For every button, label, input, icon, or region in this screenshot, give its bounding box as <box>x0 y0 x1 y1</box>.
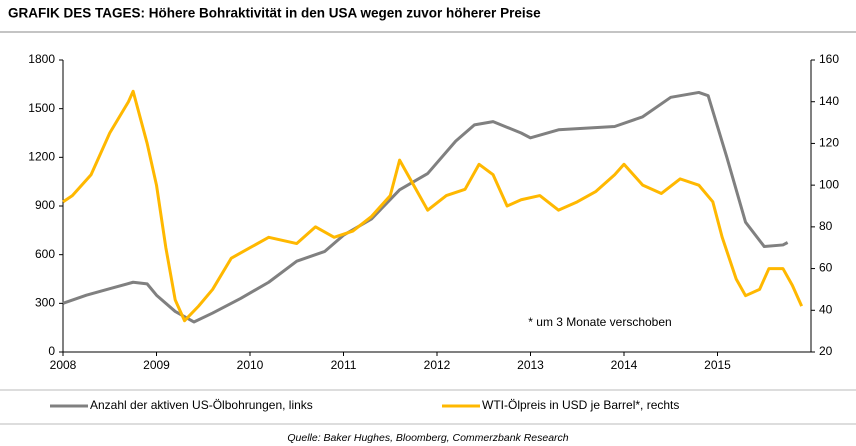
y-tick-label: 300 <box>35 296 55 310</box>
x-tick-label: 2008 <box>50 358 77 372</box>
y2-tick-label: 100 <box>819 177 839 191</box>
legend-label: WTI-Ölpreis in USD je Barrel*, rechts <box>482 398 679 412</box>
y2-tick-label: 140 <box>819 94 839 108</box>
y-tick-label: 1800 <box>28 52 55 66</box>
x-tick-label: 2009 <box>143 358 170 372</box>
source: Quelle: Baker Hughes, Bloomberg, Commerz… <box>287 432 568 444</box>
series-line <box>62 89 804 323</box>
y2-tick-label: 120 <box>819 136 839 150</box>
x-tick-label: 2010 <box>237 358 264 372</box>
y2-tick-label: 40 <box>819 302 833 316</box>
y-tick-label: 1500 <box>28 101 55 115</box>
y-tick-label: 900 <box>35 198 55 212</box>
chart-title: GRAFIK DES TAGES: Höhere Bohraktivität i… <box>8 6 541 21</box>
y-tick-label: 600 <box>35 247 55 261</box>
series-line <box>62 90 789 324</box>
y2-tick-label: 60 <box>819 261 833 275</box>
x-tick-label: 2012 <box>424 358 451 372</box>
x-tick-label: 2011 <box>331 358 357 372</box>
y2-tick-label: 20 <box>819 344 833 358</box>
y2-tick-label: 80 <box>819 219 833 233</box>
legend-label: Anzahl der aktiven US-Ölbohrungen, links <box>90 398 313 412</box>
x-tick-label: 2014 <box>611 358 638 372</box>
y2-tick-label: 160 <box>819 52 839 66</box>
y-tick-label: 0 <box>48 344 55 358</box>
x-tick-label: 2013 <box>517 358 544 372</box>
x-tick-label: 2015 <box>704 358 731 372</box>
annotation: * um 3 Monate verschoben <box>528 315 671 329</box>
y-tick-label: 1200 <box>28 150 55 164</box>
